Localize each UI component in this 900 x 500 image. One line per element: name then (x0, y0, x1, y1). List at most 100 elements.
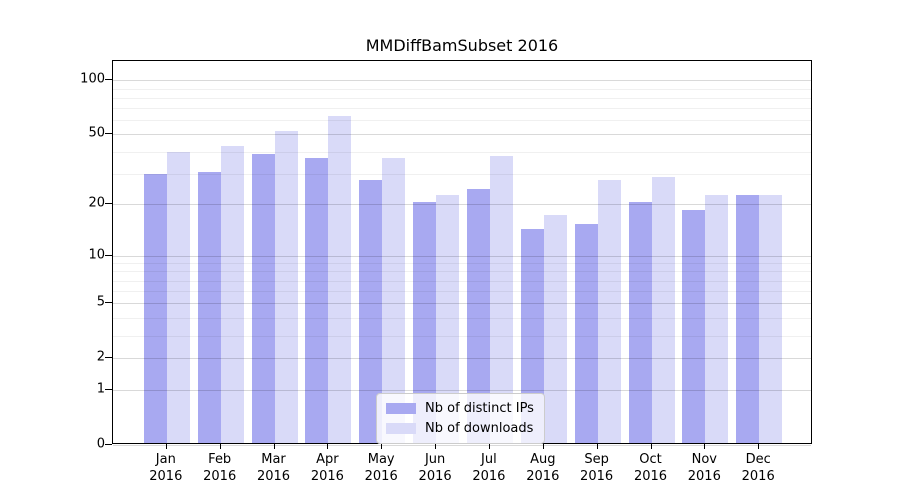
y-tick-mark (105, 203, 112, 205)
chart-title: MMDiffBamSubset 2016 (365, 36, 559, 55)
gridline-minor (113, 173, 811, 175)
gridline-minor (113, 271, 811, 273)
x-tick-mark (165, 444, 167, 449)
gridline-minor (113, 317, 811, 319)
y-tick-mark (105, 357, 112, 359)
x-tick-mark (758, 444, 760, 449)
bar-distinct-ips-feb (197, 171, 221, 443)
bar-distinct-ips-jun (413, 202, 437, 443)
gridline-major (113, 255, 811, 257)
bar-downloads-apr (328, 115, 352, 443)
gridline-minor (113, 97, 811, 99)
x-tick-year: 2016 (203, 469, 237, 484)
gridline-minor (113, 335, 811, 337)
y-tick-label: 2 (96, 349, 105, 365)
x-tick-mark (596, 444, 598, 449)
gridline-major (113, 303, 811, 305)
x-tick-mark (327, 444, 329, 449)
bar-distinct-ips-oct (628, 202, 652, 443)
x-tick-year: 2016 (310, 469, 344, 484)
x-tick-label-aug: Aug 2016 (513, 451, 573, 485)
gridline-major (113, 358, 811, 360)
bar-downloads-may (382, 157, 406, 443)
x-tick-label-mar: Mar 2016 (244, 451, 304, 485)
y-tick-label: 1 (96, 381, 105, 397)
x-tick-label-nov: Nov 2016 (674, 451, 734, 485)
bar-distinct-ips-jul (466, 188, 490, 443)
legend-item-distinct-ips: Nb of distinct IPs (386, 401, 534, 416)
x-tick-year: 2016 (580, 469, 614, 484)
gridline-major (113, 445, 811, 446)
gridline-minor (113, 88, 811, 90)
gridline-major (113, 204, 811, 206)
x-tick-label-apr: Apr 2016 (297, 451, 357, 485)
y-tick-label: 20 (88, 195, 105, 211)
bar-distinct-ips-sep (574, 223, 598, 443)
x-tick-label-dec: Dec 2016 (728, 451, 788, 485)
x-tick-mark (435, 444, 437, 449)
bar-downloads-jun (436, 195, 460, 443)
y-tick-label: 10 (88, 247, 105, 262)
gridline-minor (113, 151, 811, 153)
bar-downloads-dec (759, 195, 783, 443)
bar-distinct-ips-aug (520, 229, 544, 443)
y-tick-mark (105, 444, 112, 445)
bar-downloads-aug (543, 214, 567, 443)
x-tick-mark (650, 444, 652, 449)
x-tick-label-jul: Jul 2016 (459, 451, 519, 485)
gridline-major (113, 390, 811, 392)
x-tick-mark (542, 444, 544, 449)
x-tick-year: 2016 (526, 469, 560, 484)
bar-distinct-ips-jan (143, 174, 167, 443)
x-tick-mark (381, 444, 383, 449)
y-tick-label: 0 (96, 436, 105, 452)
legend-label-downloads: Nb of downloads (425, 421, 534, 436)
legend: Nb of distinct IPs Nb of downloads (376, 393, 545, 444)
bar-distinct-ips-mar (251, 153, 275, 443)
x-tick-mark (273, 444, 275, 449)
legend-label-distinct-ips: Nb of distinct IPs (425, 401, 534, 416)
x-tick-label-jan: Jan 2016 (136, 451, 196, 485)
x-tick-year: 2016 (364, 469, 398, 484)
x-tick-year: 2016 (687, 469, 721, 484)
bar-downloads-jan (166, 151, 190, 443)
x-tick-year: 2016 (633, 469, 668, 484)
x-tick-year: 2016 (149, 469, 183, 484)
x-tick-mark (219, 444, 221, 449)
gridline-minor (113, 263, 811, 265)
plot-area (112, 60, 812, 446)
y-tick-label: 50 (88, 125, 105, 141)
bar-downloads-feb (220, 145, 244, 443)
x-tick-year: 2016 (741, 469, 775, 484)
x-tick-label-oct: Oct 2016 (621, 451, 681, 485)
x-tick-mark (704, 444, 706, 449)
x-tick-label-feb: Feb 2016 (190, 451, 250, 485)
y-tick-mark (105, 133, 112, 135)
legend-item-downloads: Nb of downloads (386, 421, 534, 436)
gridline-major (113, 134, 811, 136)
gridline-minor (113, 120, 811, 122)
y-tick-mark (105, 79, 112, 81)
y-tick-mark (105, 389, 112, 391)
bar-distinct-ips-nov (682, 210, 706, 443)
x-tick-year: 2016 (418, 469, 452, 484)
x-tick-mark (488, 444, 490, 449)
bar-downloads-nov (705, 195, 729, 443)
x-tick-label-sep: Sep 2016 (567, 451, 627, 485)
y-tick-mark (105, 254, 112, 256)
gridline-minor (113, 291, 811, 293)
y-tick-mark (105, 302, 112, 304)
bar-distinct-ips-dec (736, 195, 760, 443)
bar-downloads-oct (651, 176, 675, 443)
bar-downloads-sep (597, 179, 621, 443)
x-tick-label-jun: Jun 2016 (405, 451, 465, 485)
x-tick-year: 2016 (256, 469, 291, 484)
y-tick-label: 100 (80, 71, 105, 87)
gridline-minor (113, 280, 811, 282)
bar-downloads-jul (489, 155, 513, 443)
legend-swatch-downloads (386, 423, 416, 434)
x-tick-label-may: May 2016 (351, 451, 411, 485)
legend-swatch-distinct-ips (386, 403, 416, 414)
gridline-minor (113, 108, 811, 110)
